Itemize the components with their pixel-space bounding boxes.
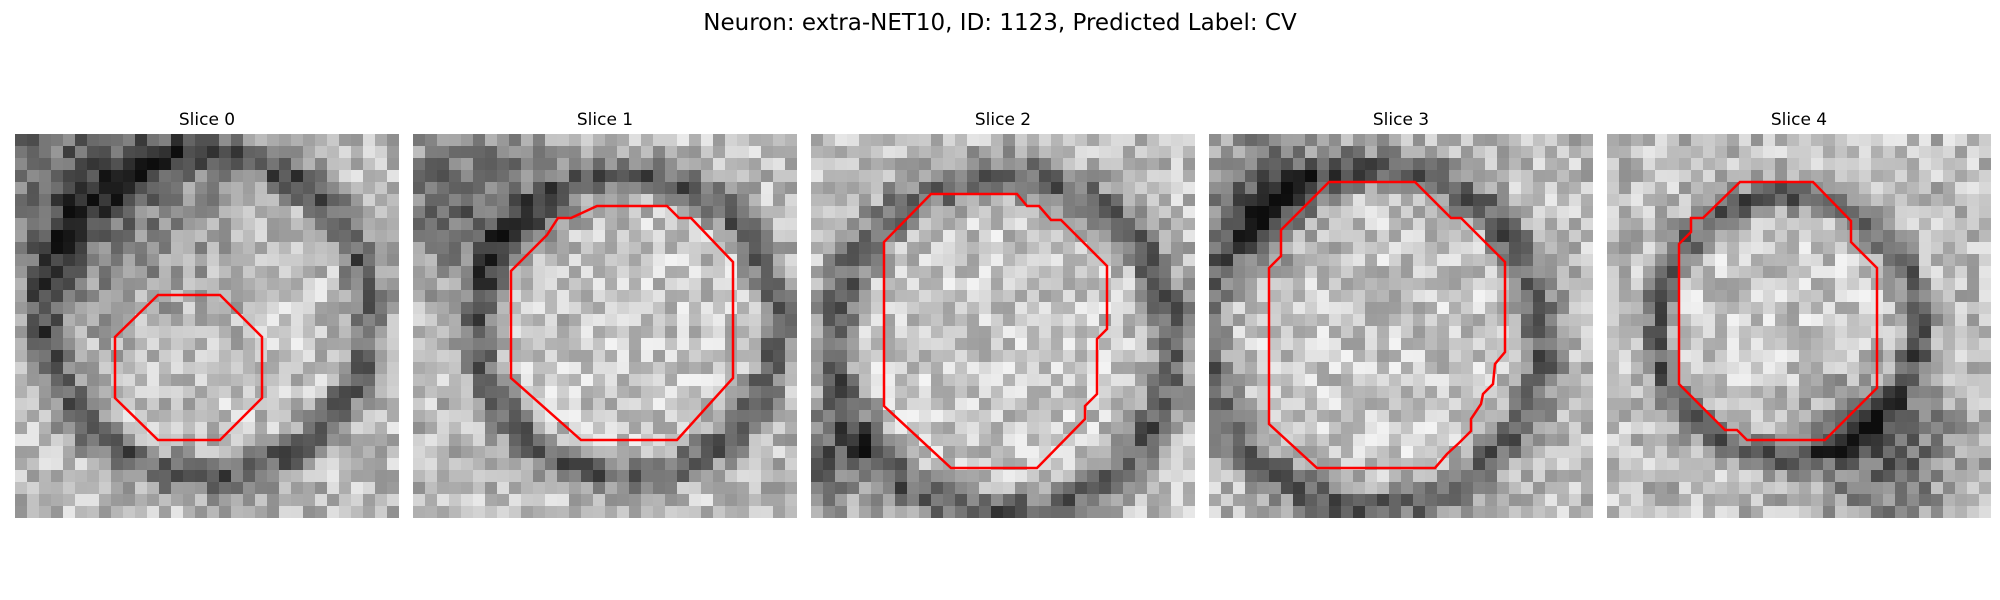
slice-title-2: Slice 2 — [974, 110, 1032, 130]
slice-panel-1: Slice 1 — [413, 108, 797, 520]
pixel-grid-3 — [1209, 134, 1593, 518]
slice-panel-4: Slice 4 — [1607, 108, 1991, 520]
slice-title-4: Slice 4 — [1770, 110, 1828, 130]
slice-image-1 — [413, 134, 797, 518]
slice-panel-0: Slice 0 — [15, 108, 399, 520]
slice-title-1: Slice 1 — [576, 110, 634, 130]
contour-3 — [1267, 180, 1507, 470]
slice-panel-3: Slice 3 — [1209, 108, 1593, 520]
pixel-grid-0 — [15, 134, 399, 518]
pixel-grid-4 — [1607, 134, 1991, 518]
contour-4 — [1677, 180, 1879, 442]
pixel-grid-2 — [811, 134, 1195, 518]
slice-title-3: Slice 3 — [1372, 110, 1430, 130]
slice-image-3 — [1209, 134, 1593, 518]
slice-panel-2: Slice 2 — [811, 108, 1195, 520]
slice-image-0 — [15, 134, 399, 518]
contour-2 — [882, 192, 1109, 470]
slice-image-2 — [811, 134, 1195, 518]
pixel-grid-1 — [413, 134, 797, 518]
contour-1 — [509, 204, 735, 442]
slice-image-4 — [1607, 134, 1991, 518]
figure-title: Neuron: extra-NET10, ID: 1123, Predicted… — [703, 10, 1297, 36]
contour-0 — [113, 293, 264, 442]
slice-title-0: Slice 0 — [178, 110, 236, 130]
